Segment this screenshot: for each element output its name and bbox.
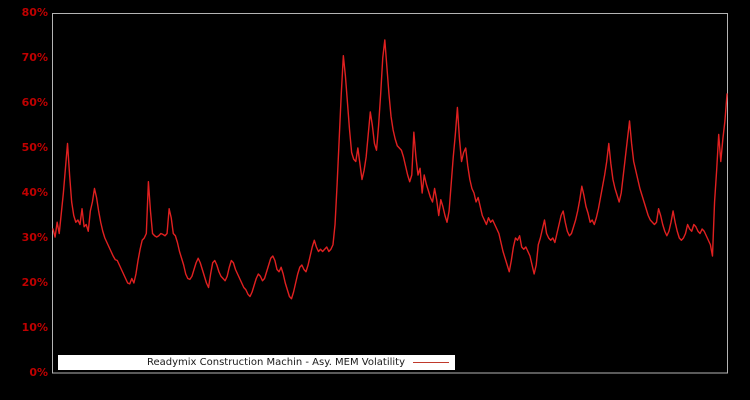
ytick-label-60: 60% <box>21 96 48 109</box>
ytick-label-70: 70% <box>21 51 48 64</box>
ytick-label-80: 80% <box>21 6 48 19</box>
legend-series-label: Readymix Construction Machin - Asy. MEM … <box>146 356 405 368</box>
ytick-label-0: 0% <box>29 366 48 379</box>
ytick-label-20: 20% <box>21 276 48 289</box>
ytick-label-10: 10% <box>21 321 48 334</box>
series-line-readymix-asy-mem-volatility <box>52 39 728 300</box>
chart-legend: Readymix Construction Machin - Asy. MEM … <box>58 355 455 370</box>
ytick-label-50: 50% <box>21 141 48 154</box>
plot-frame <box>52 13 728 374</box>
legend-line-swatch <box>413 362 449 363</box>
ytick-label-40: 40% <box>21 186 48 199</box>
ytick-label-30: 30% <box>21 231 48 244</box>
